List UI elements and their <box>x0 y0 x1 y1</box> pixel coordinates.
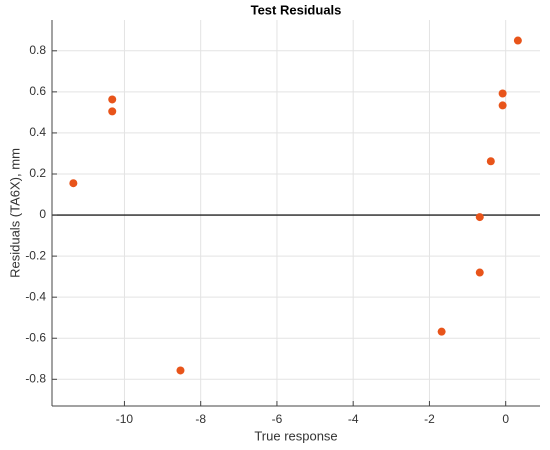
x-tick-label: -8 <box>195 412 206 426</box>
y-tick-label: 0.4 <box>29 125 46 139</box>
point <box>437 327 446 336</box>
point <box>176 366 185 375</box>
y-tick-label: 0.2 <box>29 166 46 180</box>
chart-title: Test Residuals <box>251 2 342 17</box>
y-tick-label: -0.4 <box>25 289 46 303</box>
point <box>498 89 507 98</box>
point <box>513 36 522 45</box>
y-tick-label: -0.8 <box>25 371 46 385</box>
x-tick-label: -6 <box>272 412 283 426</box>
point <box>498 101 507 110</box>
x-tick-label: -2 <box>424 412 435 426</box>
point <box>486 157 495 166</box>
point <box>475 268 484 277</box>
x-tick-label: -10 <box>116 412 134 426</box>
y-tick-label: 0.6 <box>29 84 46 98</box>
y-axis-label: Residuals (TA6X), mm <box>7 148 22 278</box>
x-tick-label: -4 <box>348 412 359 426</box>
x-axis-label: True response <box>254 428 337 443</box>
y-tick-label: -0.2 <box>25 248 46 262</box>
point <box>475 213 484 222</box>
x-tick-label: 0 <box>502 412 509 426</box>
y-tick-label: 0 <box>39 207 46 221</box>
y-tick-label: 0.8 <box>29 43 46 57</box>
point <box>108 95 117 104</box>
point <box>108 107 117 116</box>
y-tick-label: -0.6 <box>25 330 46 344</box>
point <box>69 179 78 188</box>
